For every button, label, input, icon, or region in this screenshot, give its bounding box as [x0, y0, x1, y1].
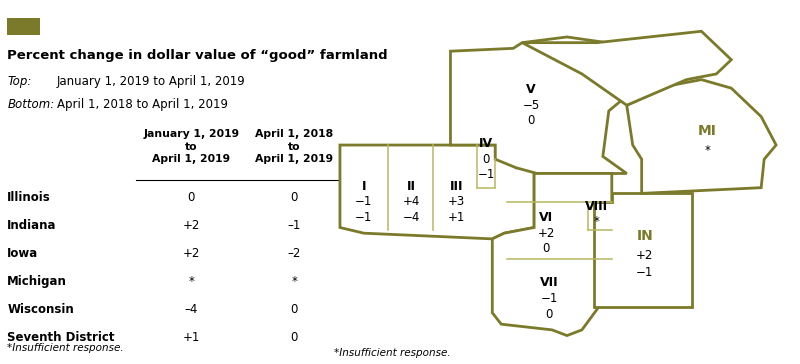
- Polygon shape: [492, 174, 612, 336]
- Text: −1: −1: [636, 266, 654, 280]
- Text: +1: +1: [182, 331, 200, 344]
- Text: −1: −1: [355, 211, 373, 224]
- Text: *: *: [705, 144, 710, 157]
- Polygon shape: [450, 37, 633, 174]
- Polygon shape: [626, 80, 776, 193]
- Text: –4: –4: [185, 303, 198, 316]
- Text: April 1, 2018
to
April 1, 2019: April 1, 2018 to April 1, 2019: [255, 129, 334, 164]
- Text: 0: 0: [542, 242, 550, 255]
- Text: VII: VII: [540, 276, 558, 289]
- Text: Top:: Top:: [7, 75, 32, 88]
- Text: 0: 0: [546, 308, 553, 321]
- Text: +2: +2: [538, 227, 554, 240]
- Text: MI: MI: [698, 124, 717, 138]
- Text: +2: +2: [182, 247, 200, 260]
- Text: 0: 0: [290, 303, 298, 316]
- Text: *: *: [291, 275, 298, 288]
- Polygon shape: [522, 31, 731, 105]
- Text: 0: 0: [290, 191, 298, 204]
- Text: −1: −1: [355, 195, 373, 209]
- Text: +4: +4: [403, 195, 420, 209]
- Text: January 1, 2019 to April 1, 2019: January 1, 2019 to April 1, 2019: [57, 75, 246, 88]
- Text: Indiana: Indiana: [7, 219, 57, 232]
- Text: January 1, 2019
to
April 1, 2019: January 1, 2019 to April 1, 2019: [143, 129, 239, 164]
- Polygon shape: [340, 145, 534, 239]
- Text: –1: –1: [288, 219, 301, 232]
- Text: Wisconsin: Wisconsin: [7, 303, 74, 316]
- Text: −5: −5: [522, 99, 540, 112]
- Text: +3: +3: [448, 195, 465, 209]
- Text: April 1, 2018 to April 1, 2019: April 1, 2018 to April 1, 2019: [57, 98, 228, 111]
- Text: Illinois: Illinois: [7, 191, 51, 204]
- Text: Michigan: Michigan: [7, 275, 67, 288]
- Text: IV: IV: [479, 137, 494, 150]
- Text: 0: 0: [527, 114, 535, 127]
- Text: Iowa: Iowa: [7, 247, 38, 260]
- Text: 0: 0: [482, 153, 490, 166]
- Text: IN: IN: [636, 229, 653, 243]
- Text: *Insufficient response.: *Insufficient response.: [7, 343, 124, 353]
- Text: –2: –2: [288, 247, 301, 260]
- Text: VIII: VIII: [586, 200, 609, 213]
- Text: +2: +2: [636, 249, 654, 262]
- Text: 0: 0: [290, 331, 298, 344]
- Text: I: I: [362, 180, 366, 193]
- Text: −1: −1: [478, 169, 495, 181]
- Text: II: II: [407, 180, 416, 193]
- Text: III: III: [450, 180, 463, 193]
- Text: Bottom:: Bottom:: [7, 98, 54, 111]
- Text: +2: +2: [182, 219, 200, 232]
- Text: Percent change in dollar value of “good” farmland: Percent change in dollar value of “good”…: [7, 49, 388, 62]
- Text: −4: −4: [403, 211, 420, 224]
- Text: VI: VI: [539, 211, 553, 224]
- Text: Seventh District: Seventh District: [7, 331, 115, 344]
- Text: −1: −1: [540, 292, 558, 305]
- Text: *: *: [189, 275, 194, 288]
- Text: *: *: [594, 215, 600, 228]
- Text: 0: 0: [188, 191, 195, 204]
- Text: *Insufficient response.: *Insufficient response.: [334, 348, 450, 358]
- Polygon shape: [594, 193, 693, 307]
- Text: +1: +1: [448, 211, 465, 224]
- Bar: [7, 18, 41, 35]
- Text: V: V: [526, 83, 536, 96]
